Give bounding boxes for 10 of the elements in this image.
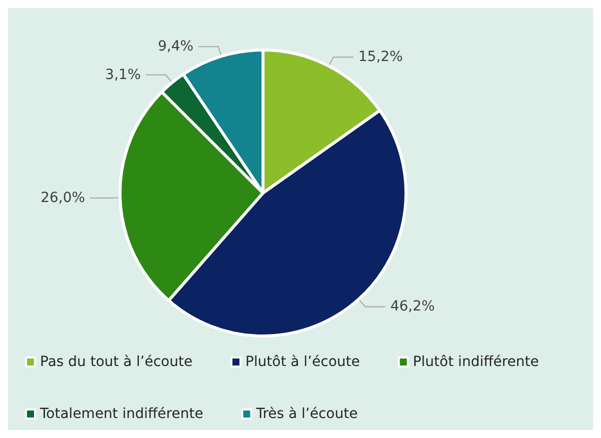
data-label: 15,2%: [358, 49, 403, 66]
legend-label: Plutôt indifférente: [412, 354, 539, 370]
data-label: 46,2%: [390, 298, 435, 315]
legend-label: Totalement indifférente: [39, 406, 204, 422]
legend-label: Plutôt à l’écoute: [245, 354, 360, 370]
legend-label: Très à l’écoute: [255, 406, 358, 422]
data-label: 26,0%: [40, 190, 86, 206]
data-label: 9,4%: [158, 38, 194, 55]
data-label: 3,1%: [105, 66, 141, 83]
legend-label: Pas du tout à l’écoute: [40, 354, 192, 370]
